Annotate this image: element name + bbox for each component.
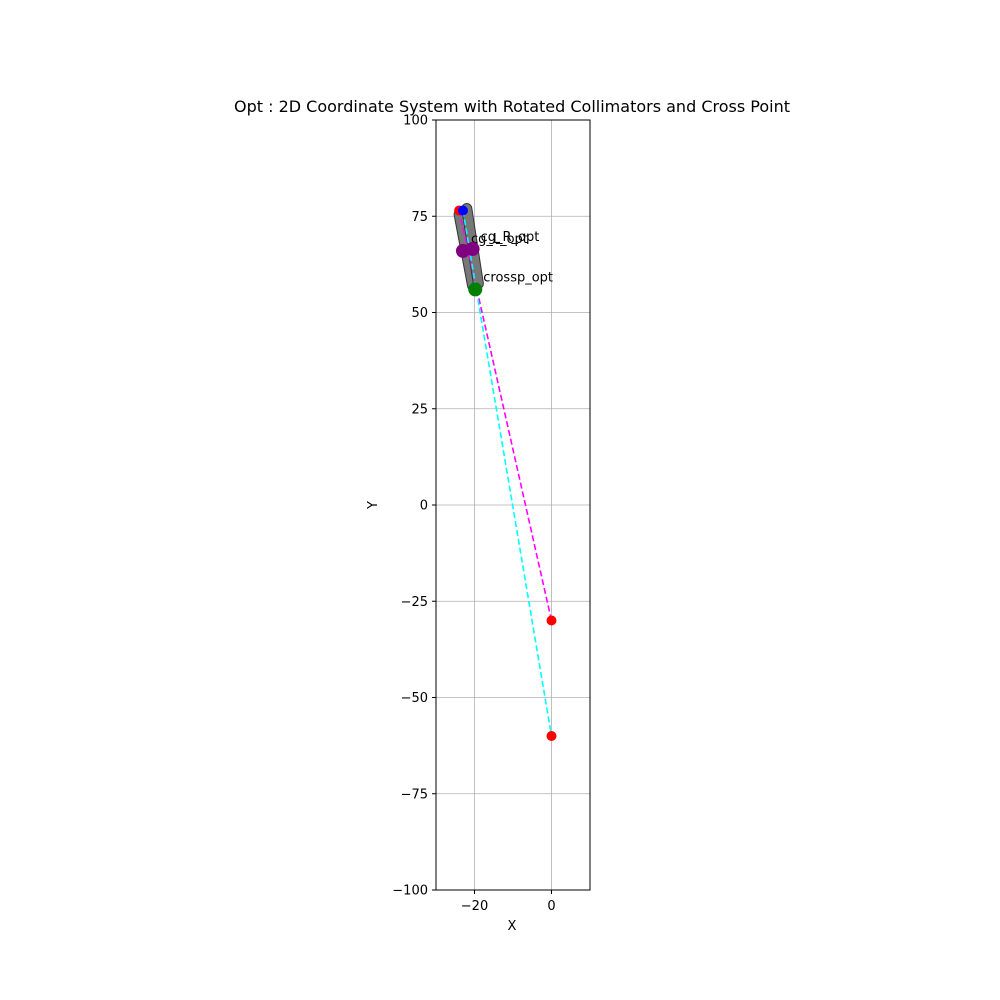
y-tick-label: 100 xyxy=(403,114,428,129)
y-tick-label: 25 xyxy=(411,402,428,417)
dashed-line xyxy=(462,210,553,737)
x-axis-label: X xyxy=(508,919,517,934)
point-label: crossp_opt xyxy=(483,270,553,285)
dashed-line xyxy=(458,210,553,621)
x-tick-label: −20 xyxy=(461,899,488,914)
y-tick-label: 75 xyxy=(411,210,428,225)
y-tick-label: −100 xyxy=(392,884,428,899)
data-point xyxy=(546,731,557,741)
data-point xyxy=(468,282,483,297)
chart-title: Opt : 2D Coordinate System with Rotated … xyxy=(234,97,790,116)
data-point xyxy=(465,241,480,256)
point-label: cg_R_opt xyxy=(481,230,540,245)
x-tick-label: 0 xyxy=(547,899,555,914)
data-point xyxy=(457,205,468,216)
y-tick-label: −75 xyxy=(401,787,428,802)
y-axis-label: Y xyxy=(366,501,381,510)
y-tick-label: −50 xyxy=(401,691,428,706)
y-tick-label: −25 xyxy=(401,595,428,610)
y-tick-label: 0 xyxy=(420,499,428,514)
y-tick-label: 50 xyxy=(411,306,428,321)
point-label: cg_L_opt xyxy=(471,232,528,247)
axis-ticks: −20 0 −100 −75 −50 −25 0 25 50 75 100 xyxy=(392,114,555,915)
data-point xyxy=(546,615,557,626)
